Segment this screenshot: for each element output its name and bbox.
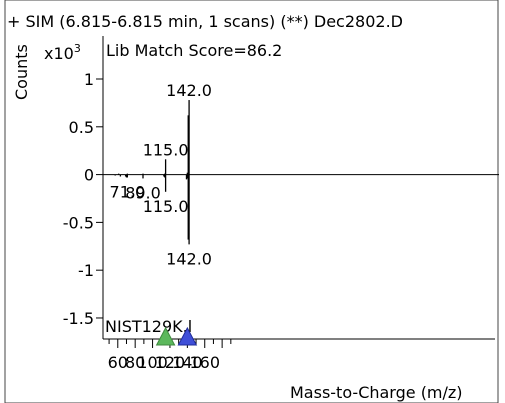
peak-label: 115.0 <box>143 140 189 159</box>
x-axis-label: Mass-to-Charge (m/z) <box>290 383 463 402</box>
y-multiplier: x103 <box>44 42 81 63</box>
x-tick-label: 120 <box>155 353 186 372</box>
y-tick-label: -0.5 <box>63 213 94 232</box>
y-tick-label: 0.5 <box>69 118 94 137</box>
lib-match-score: Lib Match Score=86.2 <box>106 41 282 60</box>
library-name: NIST129K.l <box>105 317 192 336</box>
ion-marker-triangle <box>155 326 176 346</box>
ion-marker-triangle <box>177 326 198 346</box>
peak-label: 71.0 <box>110 182 146 201</box>
y-tick-label: -1.5 <box>63 309 94 328</box>
chart-window-border <box>4 0 499 403</box>
y-axis-label: Counts <box>12 44 31 100</box>
x-tick-label: 140 <box>172 353 203 372</box>
x-tick-label: 60 <box>108 353 128 372</box>
peak-label: 142.0 <box>166 249 212 268</box>
x-tick-label: 100 <box>137 353 168 372</box>
x-tick-label: 160 <box>189 353 220 372</box>
y-multiplier-base: x10 <box>44 44 74 63</box>
y-tick-label: 1 <box>84 70 94 89</box>
peak-label: 89.0 <box>125 183 161 202</box>
y-tick-label: 0 <box>84 166 94 185</box>
y-tick-label: -1 <box>78 261 94 280</box>
peak-label: 115.0 <box>143 197 189 216</box>
peak-label: 142.0 <box>166 81 212 100</box>
y-multiplier-exponent: 3 <box>74 42 81 55</box>
chart-title: + SIM (6.815-6.815 min, 1 scans) (**) De… <box>7 12 403 31</box>
x-tick-label: 80 <box>125 353 145 372</box>
